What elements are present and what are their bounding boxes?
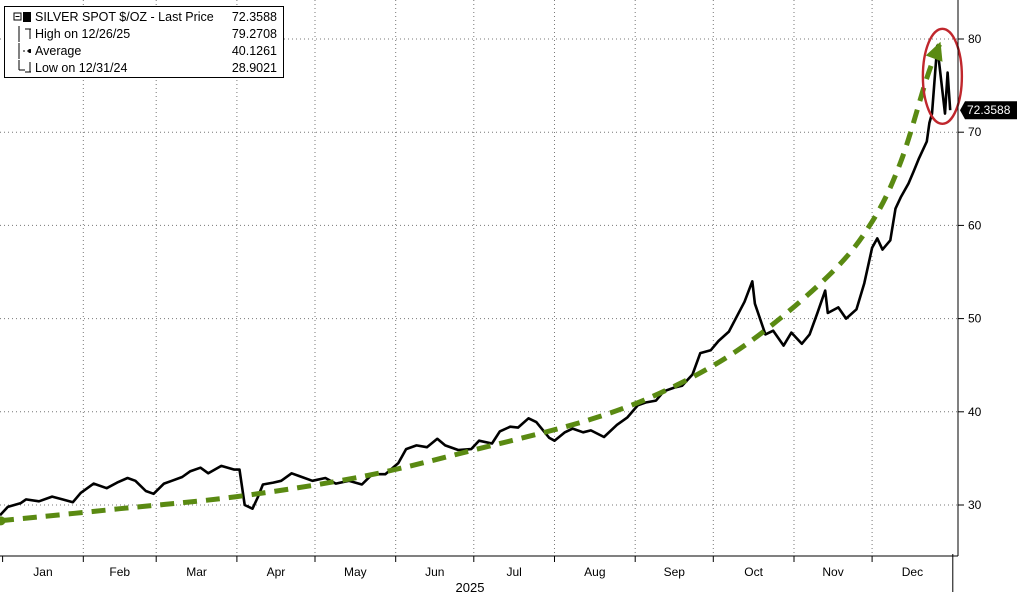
- x-tick-label-oct: Oct: [744, 565, 763, 579]
- x-tick-label-apr: Apr: [267, 565, 286, 579]
- average-marker-icon: [18, 43, 31, 59]
- y-tick-label-40: 40: [968, 405, 982, 419]
- trend-arrowhead: [925, 41, 943, 62]
- y-tick-label-80: 80: [968, 32, 982, 46]
- x-tick-label-aug: Aug: [584, 565, 605, 579]
- chart-legend: SILVER SPOT $/OZ - Last Price 72.3588 Hi…: [4, 6, 284, 78]
- legend-high-label: High on 12/26/25: [35, 27, 131, 41]
- legend-high-value: 79.2708: [231, 27, 277, 41]
- y-tick-label-60: 60: [968, 218, 982, 232]
- x-tick-label-feb: Feb: [109, 565, 130, 579]
- x-tick-label-mar: Mar: [186, 565, 207, 579]
- legend-row-high: High on 12/26/25 79.2708: [5, 26, 283, 42]
- legend-row-low: Low on 12/31/24 28.9021: [5, 60, 283, 76]
- legend-row-average: Average 40.1261: [5, 43, 283, 59]
- legend-row-series: SILVER SPOT $/OZ - Last Price 72.3588: [5, 9, 283, 25]
- legend-series-label: SILVER SPOT $/OZ - Last Price: [35, 10, 214, 24]
- last-price-badge: [960, 101, 1017, 120]
- last-price-label: 72.3588: [967, 103, 1011, 117]
- x-tick-label-may: May: [344, 565, 367, 579]
- collapse-box-icon: [13, 12, 31, 22]
- x-year-label: 2025: [456, 580, 485, 594]
- price-line-layer: [0, 44, 952, 517]
- x-tick-label-jul: Jul: [506, 565, 521, 579]
- series-line-silver-spot: [0, 44, 952, 517]
- x-tick-labels: Jan Feb Mar Apr May Jun Jul Aug Sep Oct Nov Dec 2025: [33, 565, 923, 594]
- trend-arrow-layer: [0, 27, 964, 526]
- highlight-ellipse: [921, 27, 964, 125]
- legend-series-value: 72.3588: [231, 10, 277, 24]
- trend-arrow-start-dot: [0, 516, 6, 526]
- legend-average-label: Average: [35, 44, 82, 58]
- y-tick-label-70: 70: [968, 125, 982, 139]
- legend-average-value: 40.1261: [231, 44, 277, 58]
- y-tick-label-50: 50: [968, 312, 982, 326]
- legend-low-label: Low on 12/31/24: [35, 61, 128, 75]
- x-tick-label-dec: Dec: [902, 565, 923, 579]
- trend-arrow-curve: [0, 42, 943, 524]
- x-tick-label-jan: Jan: [33, 565, 52, 579]
- legend-low-value: 28.9021: [231, 61, 277, 75]
- x-tick-label-jun: Jun: [425, 565, 444, 579]
- y-tick-labels: 30 40 50 60 70 80: [968, 32, 982, 512]
- x-tick-label-nov: Nov: [822, 565, 843, 579]
- x-tick-label-sep: Sep: [664, 565, 686, 579]
- grid-lines: [0, 0, 958, 556]
- y-tick-label-30: 30: [968, 498, 982, 512]
- high-marker-icon: [18, 26, 31, 42]
- low-marker-icon: [18, 60, 31, 73]
